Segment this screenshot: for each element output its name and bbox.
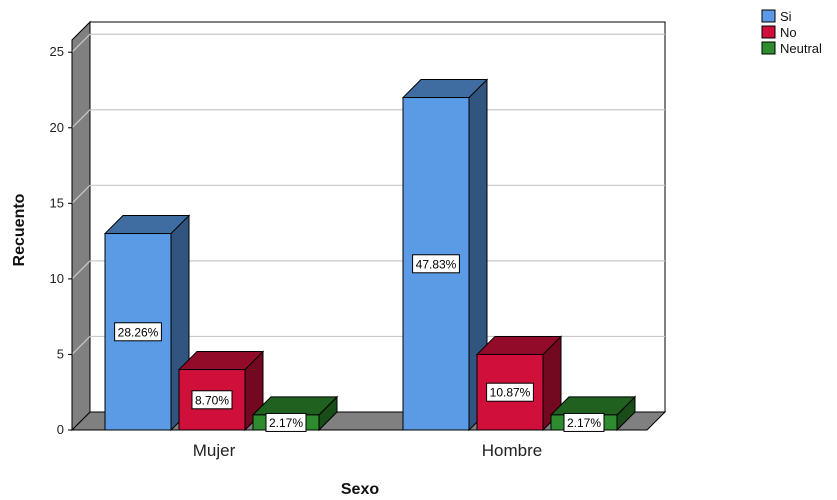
data-label-text: 8.70% xyxy=(195,393,229,407)
bar-si-mujer: 28.26% xyxy=(103,214,191,432)
data-label: 47.83% xyxy=(412,254,460,274)
y-tick-label: 15 xyxy=(50,195,64,210)
legend-swatch xyxy=(761,25,776,39)
bar-si-hombre: 47.83% xyxy=(401,78,489,432)
legend-item-si: Si xyxy=(761,9,792,24)
data-label-text: 2.17% xyxy=(269,416,303,430)
legend-label: No xyxy=(780,25,797,40)
data-label: 2.17% xyxy=(265,412,307,432)
y-axis-title: Recuento xyxy=(11,193,28,266)
bars: 28.26% 8.70% 2.17% 47.83% 10.87% 2.17% xyxy=(103,78,637,432)
data-label: 8.70% xyxy=(191,390,233,410)
bar-no-mujer: 8.70% xyxy=(177,350,265,432)
gridline xyxy=(71,33,91,53)
data-label-box xyxy=(563,412,605,432)
y-tick-label: 10 xyxy=(50,271,64,286)
data-label-text: 10.87% xyxy=(490,386,531,400)
legend-label: Si xyxy=(780,9,792,24)
data-label-text: 47.83% xyxy=(416,257,457,271)
legend-swatch xyxy=(761,9,776,23)
data-label: 10.87% xyxy=(486,382,534,402)
x-tick-label: Mujer xyxy=(193,441,236,460)
gridline xyxy=(71,184,91,204)
data-label-box xyxy=(265,412,307,432)
data-label-box xyxy=(114,322,162,342)
data-label-box xyxy=(412,254,460,274)
legend-item-neutral: Neutral xyxy=(761,41,822,56)
data-label-text: 28.26% xyxy=(118,325,159,339)
data-label-box xyxy=(486,382,534,402)
bar-no-hombre: 10.87% xyxy=(475,335,563,432)
y-tick-label: 5 xyxy=(57,346,64,361)
y-tick-label: 20 xyxy=(50,120,64,135)
gridline xyxy=(71,260,91,280)
legend-swatch xyxy=(761,41,776,55)
data-label: 2.17% xyxy=(563,412,605,432)
y-tick-label: 25 xyxy=(50,44,64,59)
gridline xyxy=(71,109,91,129)
x-axis-title: Sexo xyxy=(341,481,379,498)
gridline xyxy=(71,336,91,355)
x-tick-label: Hombre xyxy=(482,441,542,460)
bar-neutral-mujer: 2.17% xyxy=(251,395,339,432)
y-axis: 0 5 10 15 20 25 xyxy=(50,40,73,437)
data-label: 28.26% xyxy=(114,322,162,342)
legend-label: Neutral xyxy=(780,41,822,56)
bar-neutral-hombre: 2.17% xyxy=(549,395,637,432)
y-tick-label: 0 xyxy=(57,422,64,437)
legend-item-no: No xyxy=(761,25,797,40)
data-label-text: 2.17% xyxy=(567,416,601,430)
data-label-box xyxy=(191,390,233,410)
chart-left-wall xyxy=(71,20,91,432)
x-axis: Mujer Hombre xyxy=(193,441,542,460)
